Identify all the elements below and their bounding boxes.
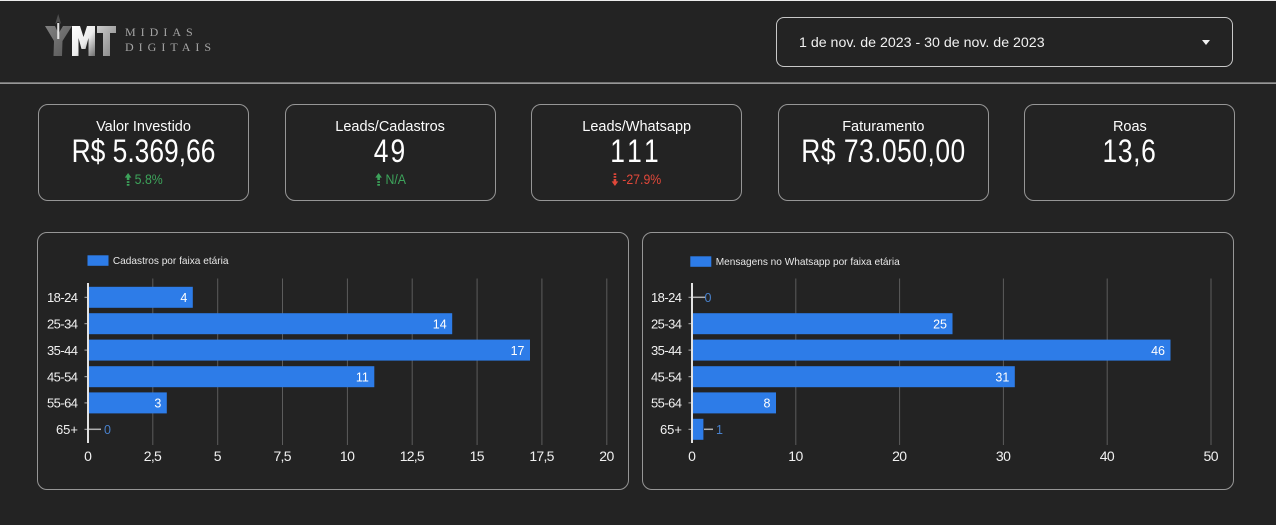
svg-text:65+: 65+: [56, 422, 78, 437]
svg-text:50: 50: [1204, 448, 1219, 464]
svg-text:46: 46: [1151, 344, 1165, 358]
svg-text:11: 11: [356, 370, 369, 384]
svg-text:25: 25: [933, 317, 947, 331]
svg-text:17: 17: [511, 344, 525, 358]
svg-text:Cadastros por faixa etária: Cadastros por faixa etária: [113, 256, 229, 267]
svg-text:14: 14: [433, 317, 447, 331]
svg-text:25-34: 25-34: [651, 316, 682, 331]
svg-text:1: 1: [716, 423, 723, 437]
svg-text:0: 0: [84, 448, 92, 464]
svg-text:65+: 65+: [660, 422, 682, 437]
svg-text:0: 0: [688, 448, 696, 464]
svg-text:8: 8: [764, 397, 771, 411]
svg-text:31: 31: [995, 370, 1009, 384]
svg-text:30: 30: [996, 448, 1011, 464]
svg-text:15: 15: [470, 448, 485, 464]
svg-text:40: 40: [1100, 448, 1115, 464]
svg-text:2,5: 2,5: [144, 448, 162, 464]
svg-text:55-64: 55-64: [47, 396, 78, 411]
svg-text:0: 0: [104, 423, 111, 437]
svg-text:45-54: 45-54: [651, 369, 682, 384]
svg-text:10: 10: [340, 448, 355, 464]
svg-text:20: 20: [892, 448, 907, 464]
svg-text:18-24: 18-24: [651, 290, 682, 305]
svg-text:Mensagens no Whatsapp por faix: Mensagens no Whatsapp por faixa etária: [716, 257, 900, 268]
svg-text:0: 0: [705, 291, 712, 305]
svg-text:55-64: 55-64: [651, 396, 682, 411]
svg-text:12,5: 12,5: [400, 448, 425, 464]
svg-text:5: 5: [214, 448, 222, 464]
svg-text:17,5: 17,5: [529, 448, 554, 464]
svg-text:18-24: 18-24: [47, 290, 78, 305]
svg-text:7,5: 7,5: [274, 448, 292, 464]
svg-text:4: 4: [180, 291, 187, 305]
svg-text:10: 10: [788, 448, 803, 464]
svg-text:20: 20: [599, 448, 614, 464]
svg-text:25-34: 25-34: [47, 316, 78, 331]
svg-text:35-44: 35-44: [47, 343, 78, 358]
svg-text:3: 3: [154, 397, 161, 411]
svg-text:35-44: 35-44: [651, 343, 682, 358]
svg-text:45-54: 45-54: [47, 369, 78, 384]
